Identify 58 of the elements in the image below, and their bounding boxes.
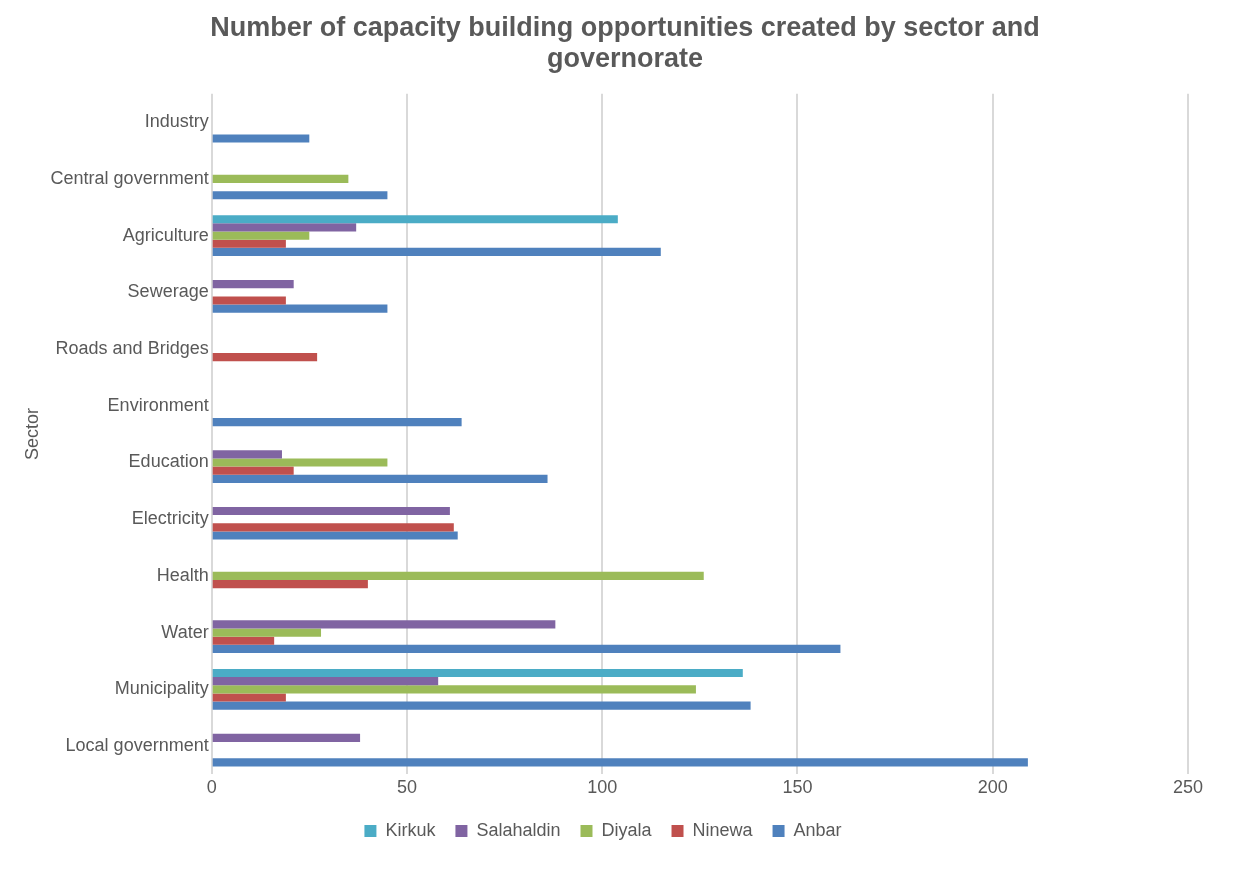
bar [212, 506, 450, 516]
y-tick-label: Environment [107, 394, 209, 415]
y-tick-label: Central government [50, 167, 209, 188]
y-tick-label: Local government [65, 735, 209, 756]
y-tick-label: Industry [144, 111, 209, 132]
y-axis-title: Sector [21, 408, 42, 461]
bar [212, 304, 388, 313]
x-tick-label: 0 [206, 777, 217, 798]
bar [212, 644, 841, 654]
bar [212, 474, 548, 483]
legend-label: Salahaldin [476, 819, 561, 840]
bar [212, 353, 318, 362]
y-tick-label: Roads and Bridges [55, 337, 209, 358]
y-tick-label: Sewerage [127, 281, 209, 302]
y-tick-label: Municipality [114, 678, 209, 699]
bar [212, 758, 1028, 767]
bar [212, 417, 462, 427]
bar [212, 450, 282, 459]
legend-label: Kirkuk [385, 819, 437, 840]
bar [212, 239, 286, 248]
y-tick-label: Electricity [131, 508, 209, 529]
bar [212, 636, 275, 645]
bar [212, 693, 286, 702]
bar [212, 701, 751, 710]
chart-title: Number of capacity building opportunities created by sector and governorate [209, 12, 1041, 74]
bar [212, 247, 661, 257]
bar [212, 296, 286, 305]
y-tick-label: Water [161, 621, 209, 642]
bar [212, 466, 294, 475]
x-tick-label: 100 [587, 777, 618, 798]
bar [212, 134, 310, 143]
legend-label: Ninewa [692, 819, 754, 840]
x-tick-label: 250 [1172, 777, 1204, 798]
x-tick-label: 150 [782, 777, 813, 798]
bar [212, 191, 388, 200]
legend-label: Diyala [601, 819, 653, 840]
bar [212, 215, 618, 224]
bar [212, 174, 349, 183]
bar [212, 628, 322, 637]
bar [212, 523, 454, 532]
bar [212, 677, 439, 686]
legend-label: Anbar [793, 819, 842, 840]
x-tick-label: 50 [396, 777, 417, 798]
y-tick-label: Education [128, 451, 209, 472]
bar [212, 231, 310, 240]
bar [212, 531, 458, 540]
bar [212, 571, 704, 580]
y-tick-label: Agriculture [122, 224, 209, 245]
y-tick-label: Health [156, 564, 209, 585]
bar [212, 223, 357, 232]
bar [212, 685, 696, 694]
bar [212, 458, 388, 467]
x-tick-label: 200 [977, 777, 1008, 798]
bar [212, 620, 556, 629]
bar [212, 668, 743, 678]
bar [212, 733, 361, 742]
bar [212, 579, 368, 589]
bar [212, 280, 294, 289]
